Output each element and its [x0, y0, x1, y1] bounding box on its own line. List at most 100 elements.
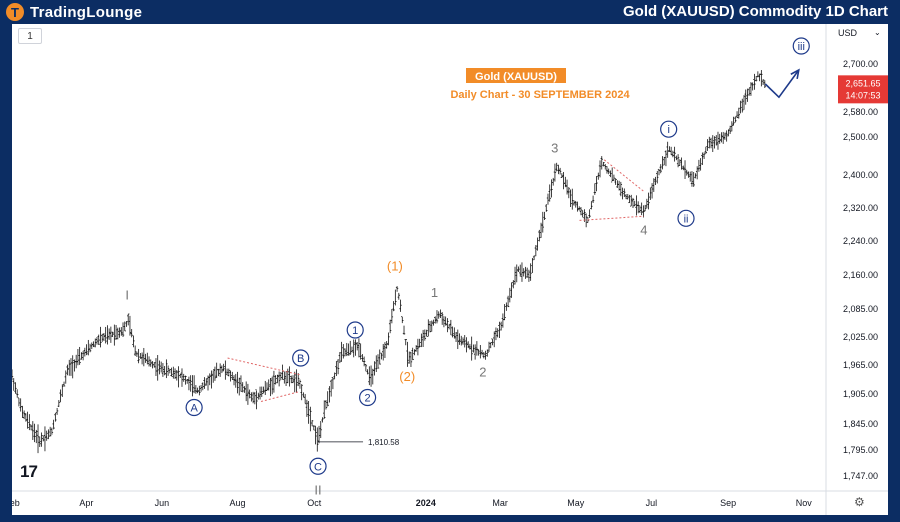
ohlc-bar [602, 161, 605, 167]
ohlc-bar [127, 313, 130, 326]
ohlc-bar [166, 365, 170, 376]
ohlc-bar [199, 385, 203, 392]
ohlc-bar [496, 328, 499, 338]
ohlc-bar [470, 336, 473, 361]
wave-label: II [314, 483, 321, 498]
ohlc-bar [636, 201, 640, 214]
ohlc-bar [88, 343, 92, 353]
ohlc-bar [760, 70, 763, 87]
ohlc-bar [628, 194, 631, 204]
ohlc-bar [175, 370, 178, 381]
ohlc-bar [558, 167, 562, 175]
ohlc-bar [74, 354, 78, 369]
ohlc-bar [581, 210, 584, 218]
ohlc-bar [597, 172, 600, 180]
ohlc-bar [574, 200, 577, 208]
ohlc-bar [753, 73, 756, 90]
ohlc-bar [695, 166, 699, 180]
ohlc-bar [406, 341, 409, 367]
ohlc-bar [267, 379, 270, 391]
header-title: Gold (XAUUSD) Commodity 1D Chart [622, 3, 888, 20]
ohlc-bar [522, 268, 525, 277]
ohlc-bar [355, 342, 359, 351]
ohlc-bar [375, 355, 378, 373]
ohlc-bar [468, 343, 472, 350]
ohlc-bar [616, 180, 619, 188]
ohlc-bar [159, 361, 163, 373]
ohlc-bar [165, 359, 168, 379]
y-tick-label: 2,320.00 [843, 203, 878, 213]
ohlc-bar [532, 255, 536, 261]
wave-label: iii [798, 41, 805, 53]
ohlc-bar [399, 299, 402, 312]
ohlc-bar [754, 76, 758, 82]
triangle-line [603, 159, 645, 192]
y-tick-label: 2,700.00 [843, 59, 878, 69]
ohlc-bar [106, 325, 109, 345]
ohlc-bar [578, 206, 581, 211]
ohlc-bar [638, 205, 642, 213]
ohlc-bar [272, 370, 276, 393]
gear-icon[interactable]: ⚙ [854, 495, 865, 509]
ohlc-bar [531, 257, 534, 273]
ohlc-bar [659, 164, 662, 174]
y-tick-label: 1,905.00 [843, 389, 878, 399]
ohlc-bar [491, 338, 494, 346]
ohlc-bar [251, 391, 255, 404]
ohlc-bar [486, 349, 489, 357]
ohlc-bar [706, 139, 709, 151]
chevron-down-icon[interactable]: ⌄ [874, 28, 881, 37]
ohlc-bar [69, 358, 73, 376]
ohlc-bar [435, 310, 439, 324]
ohlc-bar [593, 183, 597, 195]
ohlc-bar [551, 177, 555, 186]
ohlc-bar [538, 229, 541, 242]
ohlc-bar [716, 131, 720, 150]
ohlc-bar [395, 286, 399, 292]
ohlc-bar [524, 266, 527, 279]
ohlc-bar [475, 341, 479, 356]
ohlc-bar [210, 370, 213, 389]
price-chart[interactable]: 2,700.00 2,580.00 2,500.00 2,400.00 2,320.00… [12, 24, 888, 515]
ohlc-bar [333, 372, 336, 380]
ohlc-bar [545, 204, 548, 212]
ohlc-bar [621, 187, 624, 200]
ohlc-bar [663, 156, 666, 166]
ohlc-bar [506, 295, 510, 308]
ohlc-bar [92, 341, 95, 348]
ohlc-bar [466, 341, 470, 349]
ohlc-bar [727, 129, 730, 137]
currency-label[interactable]: USD [838, 28, 858, 38]
ohlc-bar [600, 156, 603, 170]
ohlc-bar [477, 349, 480, 356]
ohlc-bar [383, 342, 387, 358]
x-tick-label: 2024 [416, 498, 436, 508]
ohlc-bar [763, 80, 767, 89]
ohlc-bar [635, 195, 638, 216]
ohlc-bar [411, 347, 414, 361]
ohlc-bar [525, 267, 529, 278]
ohlc-bar [314, 425, 317, 445]
ohlc-bar [723, 132, 727, 140]
ohlc-bar [591, 195, 595, 204]
ohlc-bar [149, 359, 152, 367]
ohlc-bar [748, 87, 751, 96]
tradinglounge-logo: T TradingLounge [6, 2, 142, 22]
ohlc-bar [680, 157, 683, 170]
ohlc-bar [132, 335, 135, 348]
ohlc-bar [623, 188, 626, 197]
ohlc-bar [177, 366, 180, 388]
ohlc-bar [276, 374, 279, 384]
logo-mark-icon: T [6, 3, 24, 21]
ohlc-bar [735, 111, 739, 119]
ohlc-bar [144, 353, 147, 363]
triangle-line [579, 215, 644, 221]
ohlc-bar [633, 200, 636, 207]
ohlc-bar [71, 355, 74, 379]
ohlc-bar [440, 312, 444, 325]
ohlc-bar [668, 146, 671, 152]
ohlc-bar [274, 375, 277, 385]
timeframe-button[interactable]: 1 [18, 28, 42, 44]
ohlc-bar [66, 364, 69, 376]
ohlc-bar [447, 324, 451, 330]
